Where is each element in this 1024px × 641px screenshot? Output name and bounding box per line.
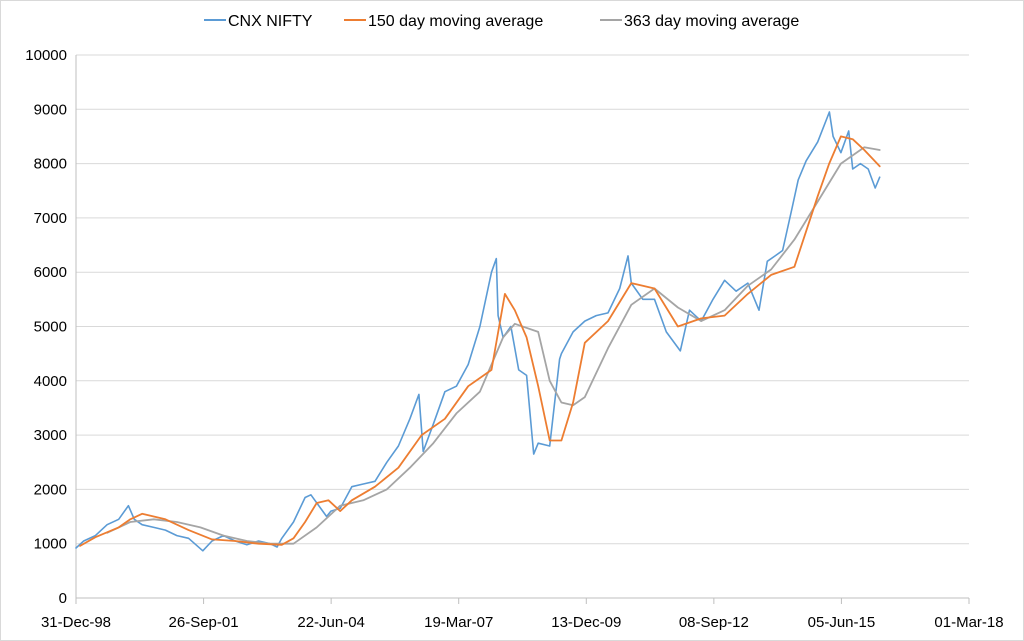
y-tick-label: 6000 [34, 264, 67, 281]
axes [75, 55, 970, 604]
y-tick-label: 8000 [34, 156, 67, 173]
x-tick-label: 22-Jun-04 [297, 614, 365, 631]
x-tick-label: 01-Mar-18 [934, 614, 1003, 631]
legend: CNX NIFTY 150 day moving average 363 day m… [204, 13, 799, 30]
series-line-cnx-nifty [75, 111, 881, 552]
x-axis-tick-labels: 31-Dec-98 26-Sep-01 22-Jun-04 19-Mar-07 13-D… [41, 614, 1004, 631]
x-tick-label: 05-Jun-15 [808, 614, 876, 631]
y-tick-label: 4000 [34, 373, 67, 390]
y-tick-label: 3000 [34, 427, 67, 444]
y-tick-label: 0 [59, 590, 67, 607]
y-tick-label: 10000 [25, 47, 67, 64]
series-lines [75, 111, 881, 552]
x-tick-label: 19-Mar-07 [424, 614, 493, 631]
legend-label: 363 day moving average [624, 13, 799, 30]
legend-label: 150 day moving average [368, 13, 543, 30]
y-tick-label: 1000 [34, 536, 67, 553]
y-tick-label: 9000 [34, 101, 67, 118]
series-line-363-day-ma [106, 146, 881, 545]
x-tick-label: 26-Sep-01 [169, 614, 239, 631]
y-tick-label: 7000 [34, 210, 67, 227]
gridlines [76, 54, 969, 545]
y-tick-label: 5000 [34, 319, 67, 336]
y-tick-label: 2000 [34, 481, 67, 498]
legend-label: CNX NIFTY [228, 13, 313, 30]
x-tick-label: 13-Dec-09 [551, 614, 621, 631]
x-tick-label: 31-Dec-98 [41, 614, 111, 631]
y-axis-tick-labels: 0 1000 2000 3000 4000 5000 6000 7000 8000 9000 100… [25, 47, 67, 607]
x-tick-label: 08-Sep-12 [679, 614, 749, 631]
series-line-150-day-ma [79, 135, 881, 547]
